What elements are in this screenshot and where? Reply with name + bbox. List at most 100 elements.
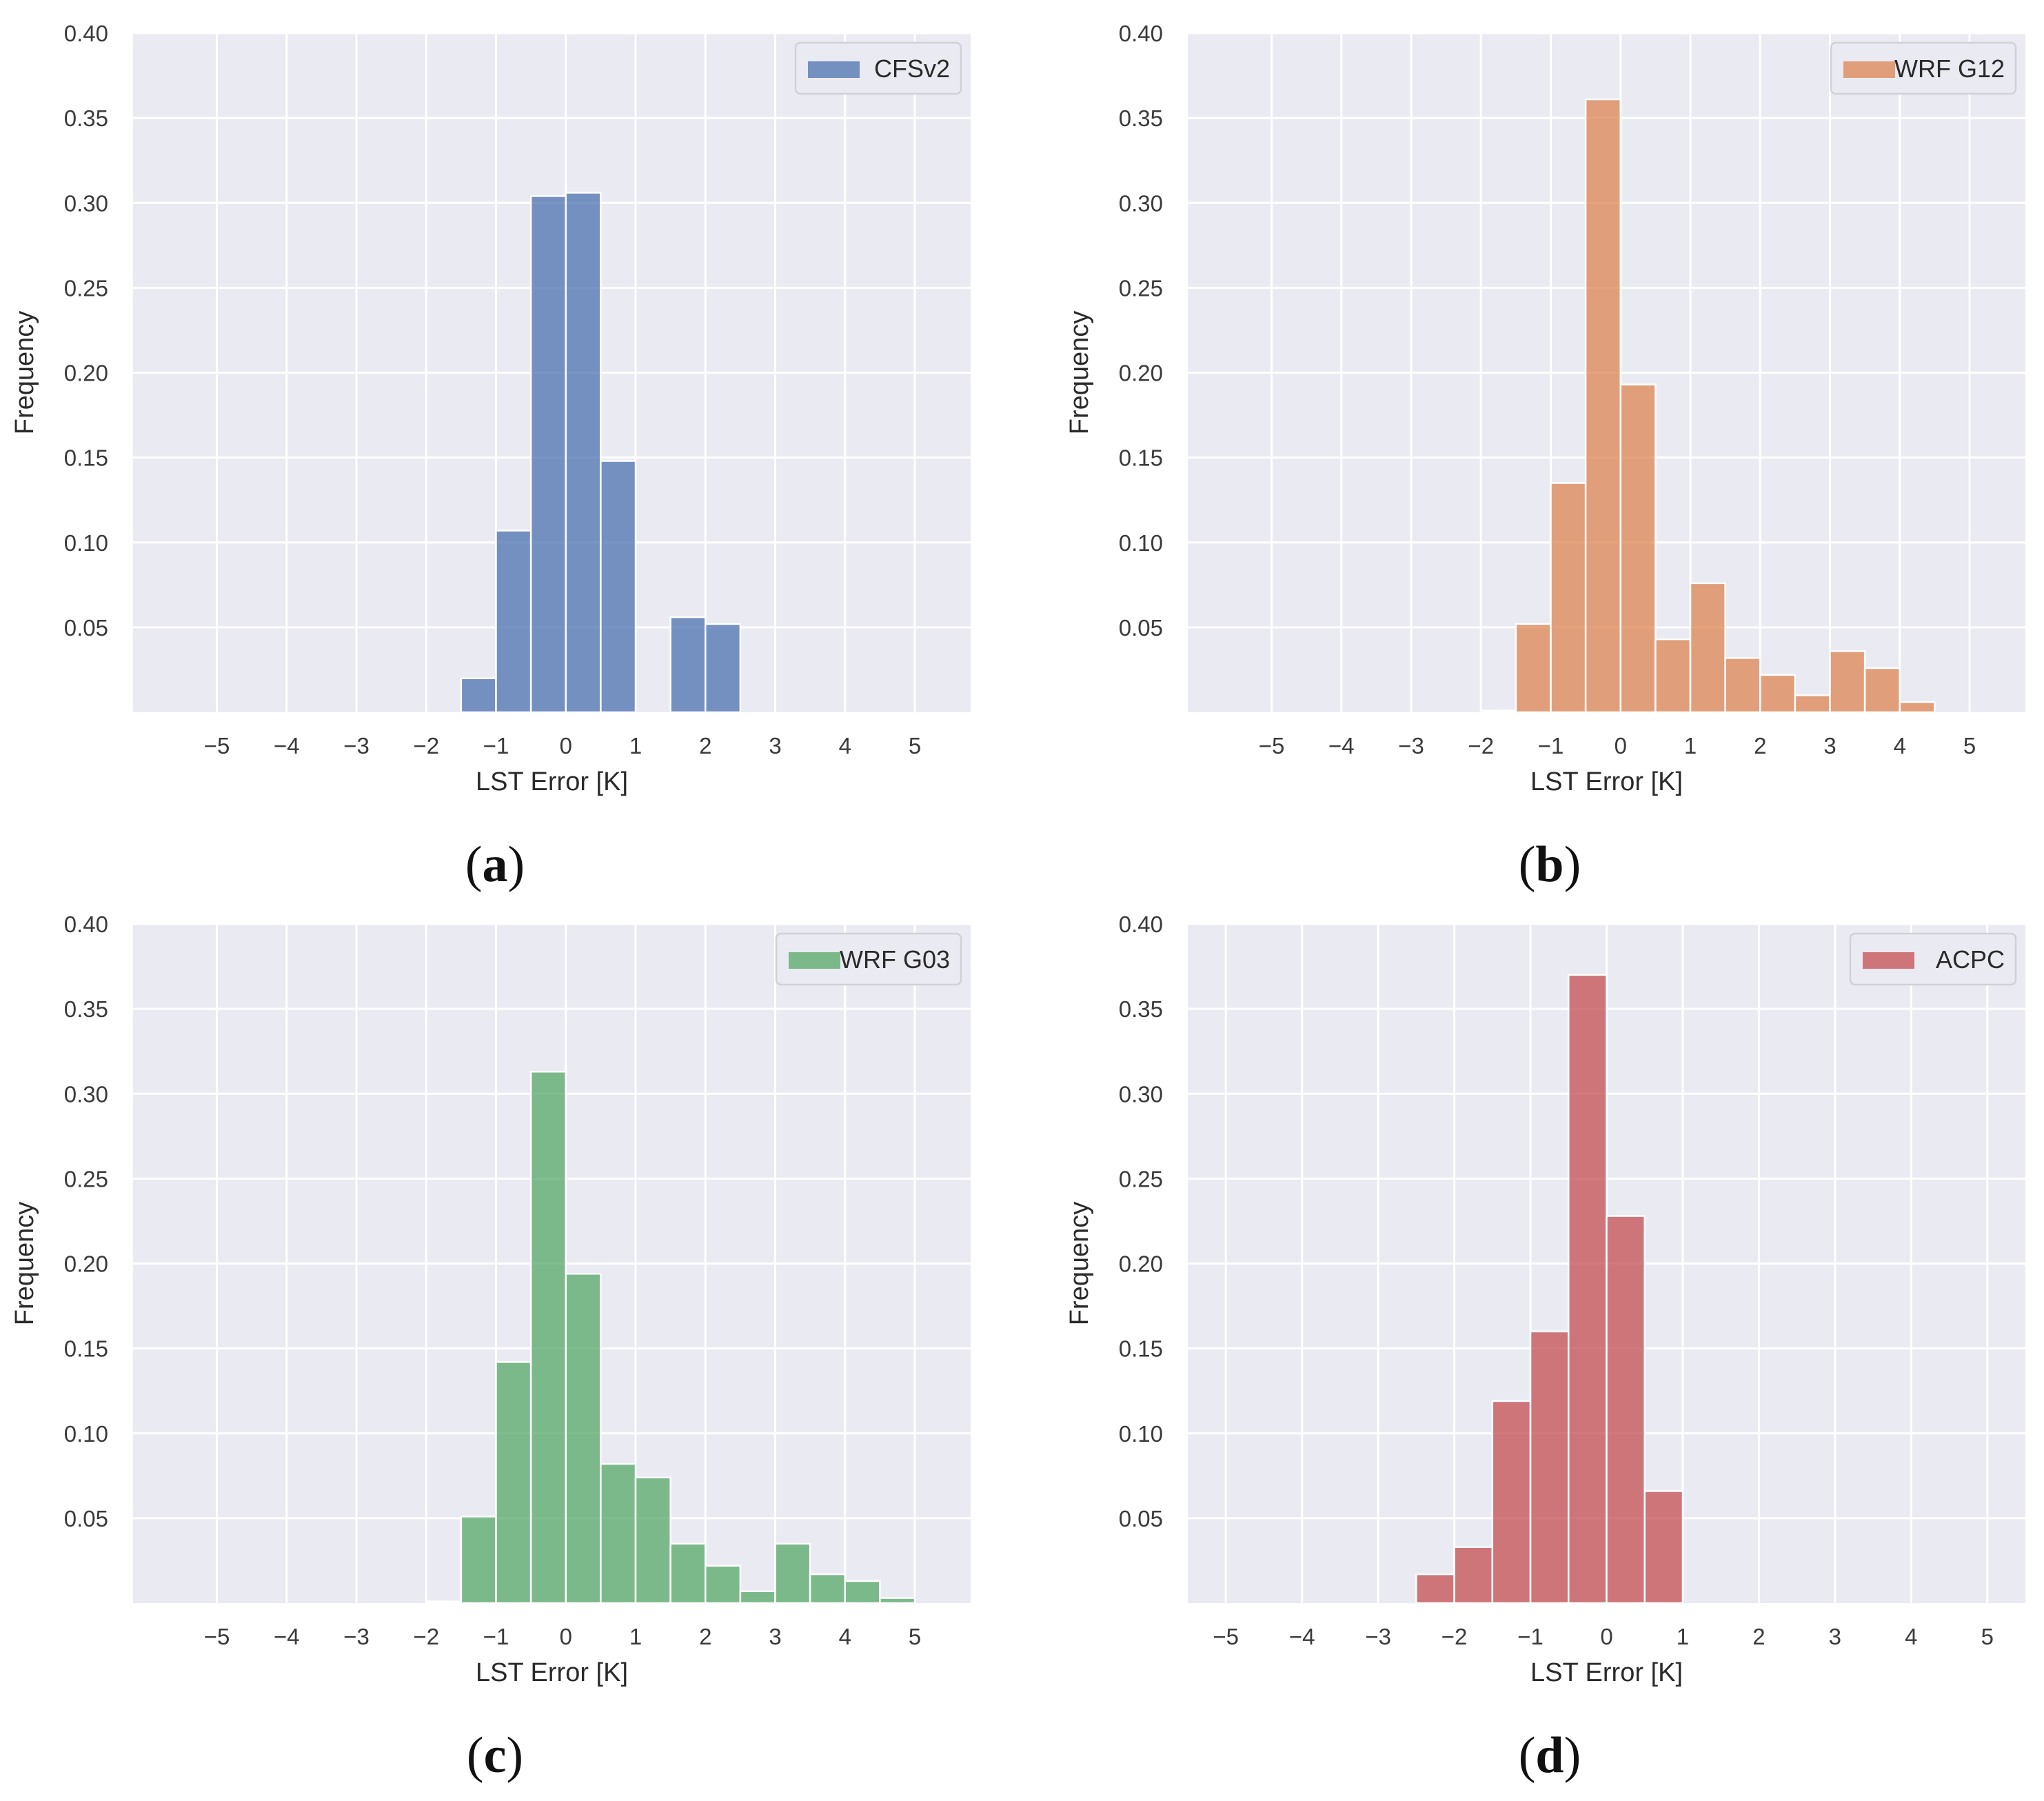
histogram-bar (600, 1462, 637, 1604)
y-tick-label: 0.35 (1119, 105, 1163, 131)
x-tick-label: 4 (1894, 733, 1906, 758)
panel-label: (b) (1519, 836, 1581, 893)
histogram-bar (1759, 674, 1797, 714)
legend-label: WRF G03 (840, 945, 950, 974)
x-tick-label: −2 (1468, 733, 1494, 758)
x-tick-label: −3 (343, 733, 370, 758)
histogram-bar (1689, 582, 1726, 714)
legend-swatch (789, 952, 840, 969)
legend-box (775, 932, 962, 986)
legend-label: CFSv2 (874, 54, 950, 83)
y-tick-label: 0.25 (1119, 275, 1163, 301)
legend-swatch (808, 61, 860, 78)
panel-d: 0.05 0.10 0.15 0.20 0.25 0.30 0.35 0.40 −5 −4 −3 −2… (1065, 912, 2025, 1784)
x-tick-label: −5 (204, 1624, 230, 1649)
y-tick-label: 0.10 (64, 1421, 108, 1447)
y-tick-label: 0.40 (64, 21, 108, 46)
x-tick-label: 1 (629, 1624, 642, 1649)
y-axis-label: Frequency (10, 311, 39, 435)
histogram-bar (809, 1573, 846, 1604)
x-tick-label: −1 (483, 733, 509, 758)
y-tick-label: 0.15 (64, 445, 108, 471)
y-tick-label: 0.30 (64, 190, 108, 216)
x-tick-label: −4 (274, 1624, 300, 1649)
histogram-bar (1643, 1490, 1684, 1604)
y-tick-label: 0.15 (1119, 445, 1163, 471)
x-tick-label: 3 (769, 733, 781, 758)
histogram-bar (844, 1580, 881, 1604)
histogram-bar (705, 1564, 742, 1604)
y-tick-label: 0.40 (64, 912, 108, 937)
histogram-bar (1619, 383, 1657, 714)
y-tick-label: 0.30 (1119, 1081, 1163, 1107)
x-tick-label: 0 (1615, 733, 1627, 758)
histogram-bar (425, 1600, 463, 1604)
x-tick-label: −5 (1213, 1624, 1239, 1649)
x-tick-label: 2 (699, 1624, 711, 1649)
x-tick-label: 3 (1829, 1624, 1841, 1649)
y-tick-label: 0.35 (64, 996, 108, 1022)
x-tick-label: 2 (1752, 1624, 1765, 1649)
histogram-bar (634, 1476, 671, 1604)
legend: WRF G03 (775, 932, 962, 986)
y-tick-label: 0.20 (64, 361, 108, 386)
x-tick-label: −2 (413, 1624, 439, 1649)
y-tick-label: 0.20 (64, 1251, 108, 1277)
panel-c: 0.05 0.10 0.15 0.20 0.25 0.30 0.35 0.40 −5 −4 −3 −2… (10, 912, 971, 1784)
x-tick-label: 3 (1823, 733, 1836, 758)
x-axis-label: LST Error [K] (476, 767, 628, 796)
histogram-bar (495, 1361, 532, 1604)
x-tick-label: 4 (839, 1624, 851, 1649)
histogram-bar (1655, 638, 1692, 714)
histogram-bar (1899, 701, 1936, 714)
histogram-bar (600, 460, 637, 714)
legend-label: WRF G12 (1894, 54, 2005, 83)
histogram-bar (705, 623, 742, 714)
y-tick-label: 0.25 (1119, 1166, 1163, 1191)
histogram-bar (529, 195, 567, 714)
y-tick-label: 0.05 (1119, 1506, 1163, 1531)
y-tick-label: 0.15 (64, 1336, 108, 1362)
histogram-bar (1453, 1546, 1494, 1604)
histogram-bar (1794, 694, 1831, 714)
y-tick-label: 0.15 (1119, 1336, 1163, 1362)
x-tick-label: 0 (560, 733, 572, 758)
x-tick-label: −3 (1398, 733, 1424, 758)
legend-swatch (1843, 61, 1895, 78)
x-tick-label: −2 (413, 733, 439, 758)
histogram-bar (1529, 1330, 1570, 1604)
y-axis-label: Frequency (10, 1202, 39, 1326)
x-tick-label: −4 (1328, 733, 1355, 758)
histogram-bar (529, 1070, 567, 1604)
x-tick-label: 5 (909, 733, 921, 758)
x-tick-label: −4 (274, 733, 300, 758)
y-tick-label: 0.25 (64, 275, 108, 301)
legend: WRF G12 (1830, 41, 2017, 95)
y-tick-label: 0.05 (1119, 615, 1163, 641)
histogram-bar (1415, 1573, 1455, 1604)
legend-box (1849, 932, 2017, 986)
panel-label: (d) (1519, 1727, 1581, 1784)
legend-box (1830, 41, 2017, 95)
x-tick-label: −5 (204, 733, 230, 758)
histogram-bar (1606, 1215, 1646, 1604)
histogram-bar (879, 1597, 916, 1604)
histogram-bar (460, 1516, 497, 1604)
x-tick-label: 1 (1684, 733, 1697, 758)
y-tick-label: 0.10 (64, 530, 108, 556)
panel-a: 0.05 0.10 0.15 0.20 0.25 0.30 0.35 0.40 −5 −4 −3 −2… (10, 21, 971, 893)
x-tick-label: 4 (839, 733, 851, 758)
histogram-bar (1863, 667, 1901, 714)
histogram-bar (669, 616, 707, 714)
y-axis-label: Frequency (1065, 311, 1094, 435)
histogram-bar (460, 677, 497, 714)
histogram-bar (1568, 974, 1608, 1604)
x-tick-label: 2 (1754, 733, 1766, 758)
histogram-bar (669, 1542, 707, 1604)
x-tick-label: 1 (1677, 1624, 1689, 1649)
y-tick-label: 0.10 (1119, 1421, 1163, 1447)
x-tick-label: −3 (1365, 1624, 1391, 1649)
x-tick-label: −4 (1289, 1624, 1315, 1649)
panel-label: (a) (465, 836, 525, 893)
